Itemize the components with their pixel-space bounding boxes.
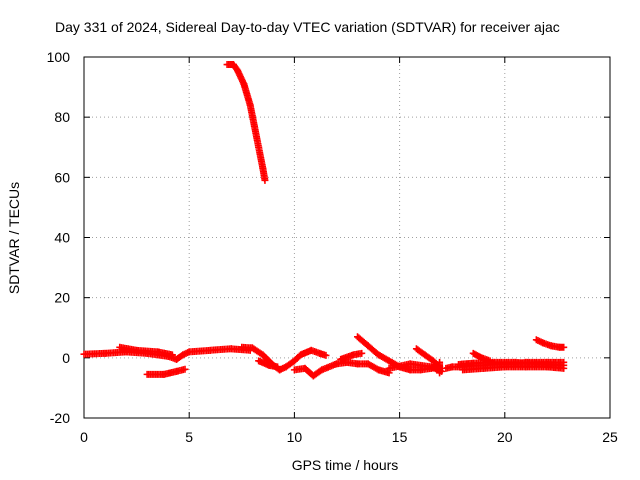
x-tick-label: 10	[287, 429, 303, 445]
ticks: 0 5 10 15 20 25 -20 0 20 40 60 80 100	[47, 49, 618, 445]
x-tick-label: 20	[497, 429, 513, 445]
data-point	[322, 351, 330, 359]
y-tick-label: 100	[47, 49, 71, 65]
y-tick-label: 60	[54, 169, 70, 185]
x-tick-label: 15	[392, 429, 408, 445]
x-axis-label: GPS time / hours	[292, 457, 399, 473]
data-point	[436, 369, 444, 377]
data-point	[560, 343, 568, 351]
x-tick-label: 25	[602, 429, 618, 445]
chart-title: Day 331 of 2024, Sidereal Day-to-day VTE…	[55, 19, 560, 35]
data-point	[560, 364, 568, 372]
data-point	[486, 357, 494, 365]
y-tick-label: 20	[54, 290, 70, 306]
y-tick-label: 0	[62, 350, 70, 366]
plot-frame	[83, 56, 611, 419]
x-tick-label: 5	[185, 429, 193, 445]
x-tick-label: 0	[80, 429, 88, 445]
data-point	[358, 349, 366, 357]
data-point	[168, 351, 176, 359]
data-point	[261, 176, 269, 184]
data-point	[274, 363, 282, 371]
data-point	[181, 365, 189, 373]
y-tick-label: -20	[50, 410, 70, 426]
y-axis-label: SDTVAR / TECUs	[6, 182, 22, 294]
y-tick-label: 40	[54, 230, 70, 246]
y-tick-label: 80	[54, 109, 70, 125]
series-layer	[80, 61, 568, 380]
